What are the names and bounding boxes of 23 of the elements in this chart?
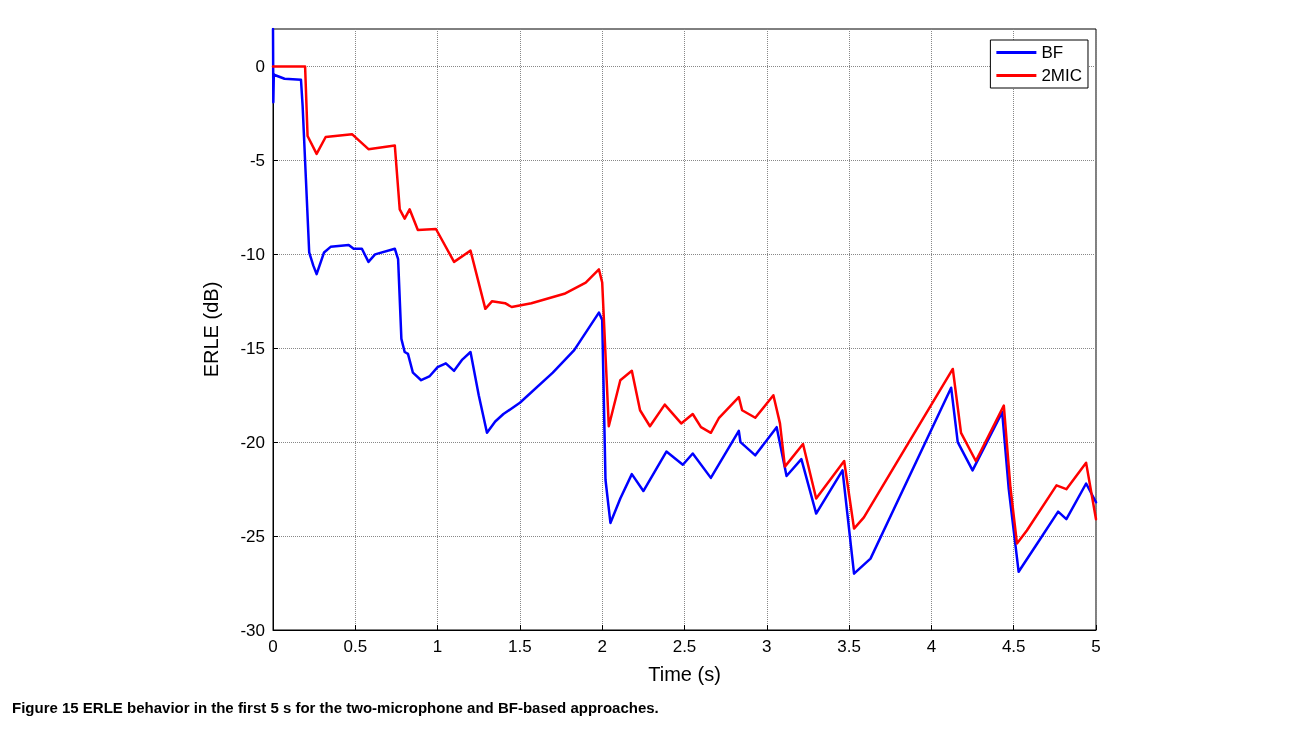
y-tick-label: -5 — [249, 150, 265, 170]
x-tick-label: 5 — [1091, 637, 1101, 656]
x-tick-label: 1 — [432, 637, 443, 656]
y-axis-title: ERLE (dB) — [200, 281, 222, 378]
y-tick-label: -20 — [240, 432, 265, 452]
x-tick-label: 0 — [268, 637, 278, 656]
x-axis-title: Time (s) — [648, 663, 721, 685]
x-tick-label: 4.5 — [1001, 637, 1026, 656]
x-tick-label: 3 — [762, 637, 772, 656]
x-tick-label: 1.5 — [508, 637, 532, 656]
y-tick-label: -10 — [240, 244, 265, 264]
y-tick-label: -30 — [240, 620, 265, 640]
legend-label: 2MIC — [1041, 66, 1083, 85]
legend-label: BF — [1041, 43, 1064, 62]
y-tick-label: -25 — [240, 526, 265, 546]
x-tick-label: 2.5 — [672, 637, 697, 656]
x-tick-label: 2 — [597, 637, 607, 656]
x-tick-label: 0.5 — [343, 637, 368, 656]
caption: Figure 15 ERLE behavior in the first 5 s for the two-microphone and BF-based approaches. — [12, 699, 659, 716]
y-tick-label: 0 — [255, 57, 265, 77]
x-tick-label: 3.5 — [837, 637, 861, 656]
y-tick-label: -15 — [240, 338, 265, 358]
x-tick-label: 4 — [926, 637, 937, 656]
